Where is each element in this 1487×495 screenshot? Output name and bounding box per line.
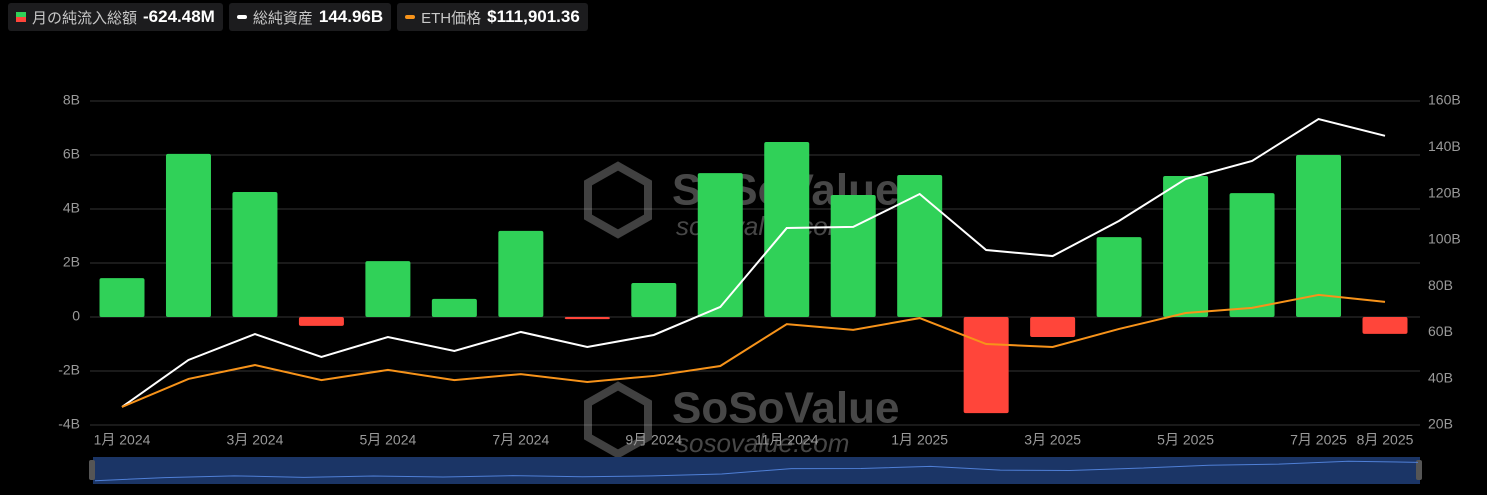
legend-icon (405, 15, 416, 19)
y2-tick-label: 40B (1428, 369, 1453, 385)
bar (963, 317, 1009, 414)
legend-value: $111,901.36 (487, 7, 580, 26)
legend-icon (16, 12, 26, 22)
legend-name: 総純資産 (252, 9, 313, 27)
y-tick-label: -2B (58, 362, 80, 378)
bar (1163, 176, 1209, 317)
line (121, 117, 1386, 408)
y2-tick-label: 20B (1428, 416, 1453, 432)
x-tick-label: 1月 2025 (891, 432, 948, 448)
legend-value: 144.96B (318, 7, 384, 26)
x-tick-label: 5月 2024 (359, 432, 416, 448)
bar (1030, 317, 1076, 337)
bar (365, 261, 411, 317)
x-tick-label: 3月 2024 (227, 432, 284, 448)
y-tick-label: 2B (63, 254, 80, 270)
bar (697, 173, 743, 317)
legend-name: 月の純流入総額 (32, 9, 138, 27)
grid (90, 100, 1420, 426)
bar (232, 191, 278, 317)
x-tick-label: 11月 2024 (755, 432, 819, 448)
y-tick-label: -4B (58, 416, 80, 432)
bar (1096, 237, 1142, 317)
x-tick-label: 1月 2024 (94, 432, 151, 448)
navigator-line (94, 460, 1419, 482)
bar (564, 317, 610, 320)
y-tick-label: 6B (63, 146, 80, 162)
y-tick-label: 8B (63, 92, 80, 108)
bar (165, 153, 211, 317)
y2-tick-label: 120B (1428, 184, 1461, 200)
y2-tick-label: 140B (1428, 138, 1461, 154)
y-tick-label: 0 (72, 308, 80, 324)
watermark-url: sosovalue.com (676, 428, 849, 458)
navigator-handle[interactable] (89, 460, 95, 480)
legend-item[interactable]: 総純資産 144.96B (228, 3, 392, 31)
x-tick-label: 3月 2025 (1024, 432, 1081, 448)
bar (631, 282, 677, 317)
legend-item[interactable]: 月の純流入総額 -624.48M (8, 3, 223, 31)
watermark-logo (584, 161, 652, 239)
watermark-logo (584, 381, 652, 459)
legend-icon (236, 15, 247, 19)
navigator[interactable] (93, 457, 1420, 484)
line (121, 293, 1386, 408)
x-tick-label: 5月 2025 (1157, 432, 1214, 448)
watermark-brand: SoSoValue (672, 384, 899, 433)
legend-value: -624.48M (143, 7, 215, 26)
bar (298, 317, 344, 326)
x-tick-label: 7月 2024 (492, 432, 549, 448)
y-tick-label: 4B (63, 200, 80, 216)
legend: 月の純流入総額 -624.48M 総純資産 144.96B ETH価格 $111… (8, 3, 588, 31)
legend-name: ETH価格 (421, 9, 482, 27)
bar (1296, 155, 1342, 317)
bar (1362, 317, 1408, 334)
bar (99, 278, 145, 317)
y2-tick-label: 100B (1428, 231, 1461, 247)
bar (830, 194, 876, 317)
bar (431, 298, 477, 317)
x-tick-label: 9月 2024 (625, 432, 682, 448)
bar (1229, 193, 1275, 317)
bar (897, 174, 943, 317)
y2-tick-label: 60B (1428, 323, 1453, 339)
bar (498, 230, 544, 317)
x-tick-label: 8月 2025 (1357, 432, 1414, 448)
legend-item[interactable]: ETH価格 $111,901.36 (397, 3, 588, 31)
x-tick-label: 7月 2025 (1290, 432, 1347, 448)
y2-tick-label: 160B (1428, 92, 1461, 108)
y2-tick-label: 80B (1428, 277, 1453, 293)
navigator-handle[interactable] (1416, 460, 1422, 480)
